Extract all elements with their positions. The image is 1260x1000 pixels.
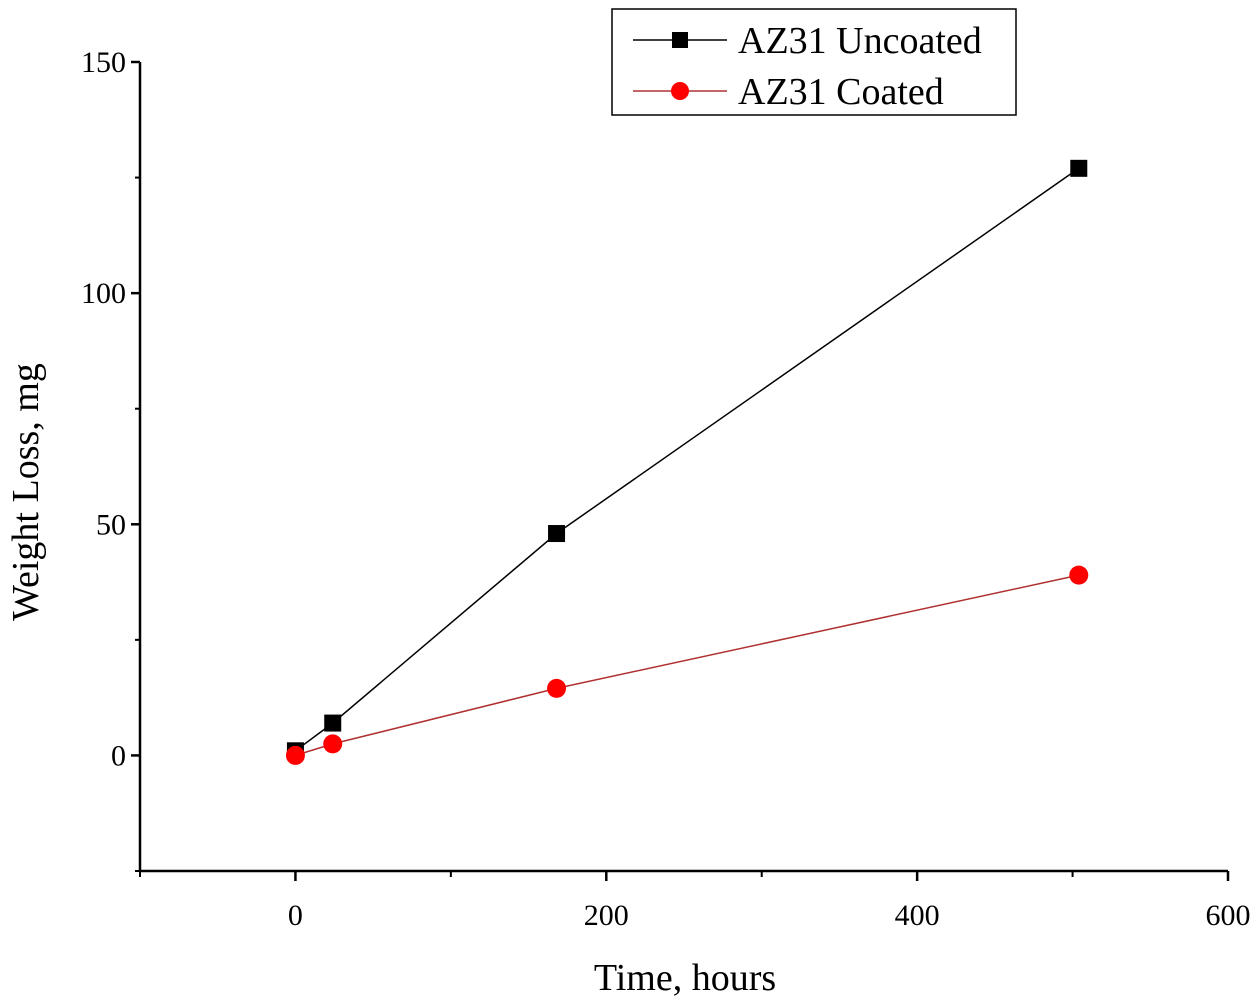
- y-tick-label: 0: [111, 739, 126, 772]
- series-line: [294, 167, 1080, 752]
- data-point: [1070, 159, 1088, 177]
- series-line: [295, 574, 1079, 757]
- legend-label-uncoated: AZ31 Uncoated: [738, 20, 982, 62]
- legend-marker-coated: [671, 82, 689, 100]
- y-axis-title: Weight Loss, mg: [5, 363, 47, 621]
- x-tick-label: 200: [584, 899, 629, 932]
- y-tick-label: 50: [96, 508, 126, 541]
- legend-marker-uncoated: [672, 32, 688, 48]
- data-point: [323, 734, 343, 754]
- x-tick-label: 0: [288, 899, 303, 932]
- x-tick-label: 600: [1206, 899, 1251, 932]
- y-tick-label: 150: [81, 46, 126, 79]
- series-layer: [285, 159, 1089, 765]
- data-point: [285, 745, 305, 765]
- x-axis-title: Time, hours: [594, 957, 776, 999]
- legend-label-coated: AZ31 Coated: [738, 71, 944, 113]
- legend-item-coated: AZ31 Coated: [633, 71, 944, 113]
- x-tick-label: 400: [895, 899, 940, 932]
- data-point: [547, 678, 567, 698]
- y-tick-label: 100: [81, 277, 126, 310]
- series-coated: [285, 565, 1089, 765]
- legend-item-uncoated: AZ31 Uncoated: [633, 20, 982, 62]
- data-point: [548, 525, 566, 543]
- data-point: [324, 714, 342, 732]
- axes: 0 50 100 150 0 200 400 600: [81, 46, 1251, 932]
- x-ticks: 0 200 400 600: [139, 871, 1251, 932]
- legend: AZ31 Uncoated AZ31 Coated: [611, 8, 1017, 116]
- data-point: [1069, 565, 1089, 585]
- series-uncoated: [286, 159, 1088, 760]
- y-ticks: 0 50 100 150: [81, 46, 140, 872]
